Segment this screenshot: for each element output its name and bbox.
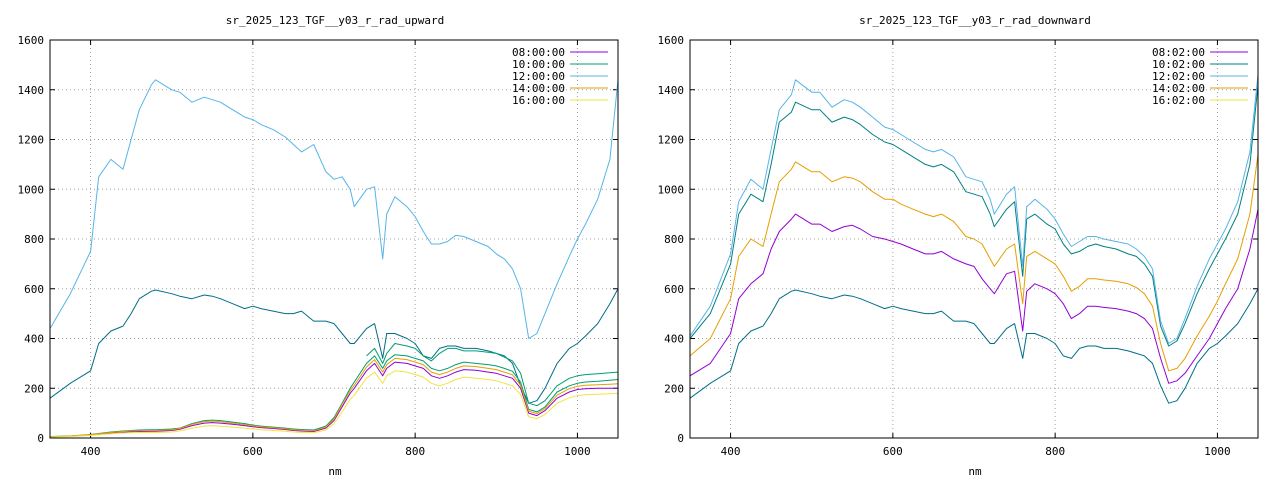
legend-label: 08:02:00	[1152, 46, 1205, 59]
series-line-140000	[49, 357, 619, 438]
y-tick-label: 800	[24, 233, 44, 246]
x-axis-label: nm	[968, 465, 982, 478]
y-tick-labels: 0 200 400 600 800 1000 1200 1400 1600	[18, 34, 45, 445]
y-tick-label: 1000	[18, 183, 45, 196]
x-tick-label: 800	[1045, 445, 1065, 458]
legend-label: 12:02:00	[1152, 70, 1205, 83]
x-tick-label: 1000	[1204, 445, 1231, 458]
series-line-unlabeled	[689, 288, 1259, 404]
series-line-140200	[689, 154, 1259, 372]
y-tick-label: 1000	[658, 183, 685, 196]
series-line-120000	[49, 79, 619, 339]
x-tick-label: 800	[405, 445, 425, 458]
x-tick-label: 600	[243, 445, 263, 458]
series-lines	[49, 79, 619, 438]
y-tick-label: 1400	[18, 84, 45, 97]
y-tick-label: 600	[664, 283, 684, 296]
legend-label: 12:00:00	[512, 70, 565, 83]
legend-label: 16:00:00	[512, 94, 565, 107]
y-tick-label: 1600	[658, 34, 685, 47]
downward-chart-panel: sr_2025_123_TGF__y03_r_rad_downward 400 6…	[658, 14, 1259, 478]
x-tick-labels: 400 600 800 1000	[81, 445, 591, 458]
x-tick-label: 600	[883, 445, 903, 458]
series-line-160000	[49, 370, 619, 438]
y-tick-label: 0	[677, 432, 684, 445]
y-tick-label: 1200	[658, 134, 685, 147]
plot-frame	[49, 39, 619, 439]
series-line-unlabeled	[366, 343, 619, 407]
legend-label: 08:00:00	[512, 46, 565, 59]
y-tick-label: 600	[24, 283, 44, 296]
x-tick-label: 400	[721, 445, 741, 458]
series-line-100200	[689, 84, 1259, 347]
y-tick-label: 800	[664, 233, 684, 246]
x-tick-label: 400	[81, 445, 101, 458]
upward-chart-panel: sr_2025_123_TGF__y03_r_rad_upward 400 600…	[18, 14, 619, 478]
legend-label: 10:00:00	[512, 58, 565, 71]
legend-label: 14:00:00	[512, 82, 565, 95]
chart-title: sr_2025_123_TGF__y03_r_rad_upward	[226, 14, 445, 27]
legend-label: 14:02:00	[1152, 82, 1205, 95]
series-line-100000	[49, 354, 619, 437]
series-lines	[689, 74, 1259, 404]
series-line-080200	[689, 209, 1259, 384]
legend-label: 16:02:00	[1152, 94, 1205, 107]
y-tick-label: 400	[24, 333, 44, 346]
series-line-unlabeled	[49, 288, 619, 404]
y-tick-label: 0	[37, 432, 44, 445]
y-tick-labels: 0 200 400 600 800 1000 1200 1400 1600	[658, 34, 685, 445]
series-line-080000	[49, 361, 618, 438]
series-line-120200	[689, 74, 1259, 344]
y-tick-label: 1200	[18, 134, 45, 147]
y-tick-label: 1600	[18, 34, 45, 47]
y-tick-label: 200	[24, 382, 44, 395]
y-tick-label: 400	[664, 333, 684, 346]
legend-label: 10:02:00	[1152, 58, 1205, 71]
chart-title: sr_2025_123_TGF__y03_r_rad_downward	[859, 14, 1091, 27]
grid-lines	[50, 39, 618, 439]
x-tick-labels: 400 600 800 1000	[721, 445, 1231, 458]
y-tick-label: 200	[664, 382, 684, 395]
x-axis-label: nm	[328, 465, 342, 478]
plot-frame	[689, 39, 1259, 439]
y-tick-label: 1400	[658, 84, 685, 97]
x-tick-label: 1000	[564, 445, 591, 458]
